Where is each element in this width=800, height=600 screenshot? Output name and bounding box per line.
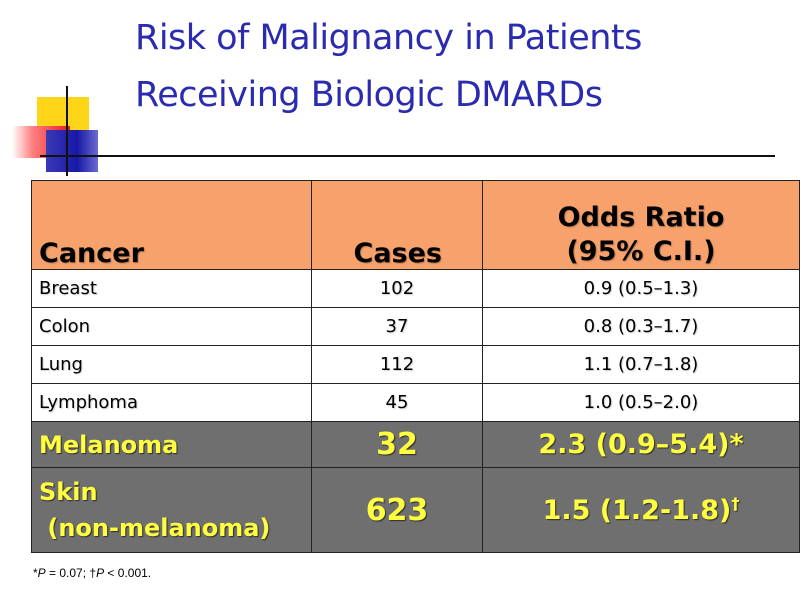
odds-value: 1.5 (1.2-1.8) — [542, 494, 732, 526]
cell-cases: 45 — [311, 383, 483, 422]
decorative-blue-square — [46, 130, 98, 172]
cell-cases: 112 — [311, 345, 483, 384]
slide-title-line-1: Risk of Malignancy in Patients — [135, 18, 642, 58]
header-cancer: Cancer — [31, 180, 312, 270]
table-row: Lung 112 1.1 (0.7–1.8) — [31, 345, 800, 384]
table-row: Lymphoma 45 1.0 (0.5–2.0) — [31, 383, 800, 422]
footnote: *P = 0.07; †P < 0.001. — [33, 566, 151, 580]
cell-cancer: Breast — [31, 269, 312, 308]
decorative-vertical-line — [66, 86, 68, 176]
footnote-p-1: P — [37, 566, 46, 580]
cell-cases: 102 — [311, 269, 483, 308]
table-row: Breast 102 0.9 (0.5–1.3) — [31, 269, 800, 308]
cell-cancer-label-line-2: (non-melanoma) — [39, 514, 271, 542]
cell-cancer: Lymphoma — [31, 383, 312, 422]
header-odds-ratio-line-1: Odds Ratio — [557, 202, 725, 233]
title-underline — [40, 155, 775, 157]
highlight-row-skin: Skin (non-melanoma) 623 1.5 (1.2-1.8)† — [31, 467, 800, 553]
cell-cancer: Colon — [31, 307, 312, 346]
cell-odds-ratio: 1.1 (0.7–1.8) — [482, 345, 800, 384]
cell-cancer: Melanoma — [31, 421, 312, 468]
cell-cancer-label: Melanoma — [39, 430, 179, 459]
cell-cases: 623 — [311, 467, 483, 553]
cell-odds-ratio: 2.3 (0.9–5.4)* — [482, 421, 800, 468]
cell-odds-ratio: 1.0 (0.5–2.0) — [482, 383, 800, 422]
footnote-value-2: < 0.001. — [104, 566, 152, 580]
cell-cancer-label-line-1: Skin — [39, 478, 98, 506]
slide-title: Risk of Malignancy in Patients Receiving… — [135, 10, 775, 124]
footnote-value-1: = 0.07; — [45, 566, 90, 580]
header-odds-ratio: Odds Ratio (95% C.I.) — [482, 180, 800, 270]
cell-odds-ratio: 0.9 (0.5–1.3) — [482, 269, 800, 308]
footnote-dagger: † — [89, 566, 97, 580]
footnote-mark-star: * — [729, 429, 744, 460]
cell-odds-ratio: 1.5 (1.2-1.8)† — [482, 467, 800, 553]
cell-cancer: Lung — [31, 345, 312, 384]
cell-odds-ratio: 0.8 (0.3–1.7) — [482, 307, 800, 346]
cell-cases: 37 — [311, 307, 483, 346]
footnote-mark-dagger: † — [731, 493, 740, 513]
table-row: Colon 37 0.8 (0.3–1.7) — [31, 307, 800, 346]
slide-title-line-2: Receiving Biologic DMARDs — [135, 75, 603, 115]
odds-value: 2.3 (0.9–5.4) — [538, 429, 730, 460]
highlight-row-melanoma: Melanoma 32 2.3 (0.9–5.4)* — [31, 421, 800, 468]
cell-cases: 32 — [311, 421, 483, 468]
malignancy-table: Cancer Cases Odds Ratio (95% C.I.) Breas… — [31, 180, 800, 553]
cell-cancer: Skin (non-melanoma) — [31, 467, 312, 553]
table-header-row: Cancer Cases Odds Ratio (95% C.I.) — [31, 180, 800, 270]
header-odds-ratio-line-2: (95% C.I.) — [566, 236, 716, 267]
footnote-p-2: P — [96, 566, 105, 580]
footnote-star: * — [33, 566, 38, 580]
header-cases: Cases — [311, 180, 483, 270]
